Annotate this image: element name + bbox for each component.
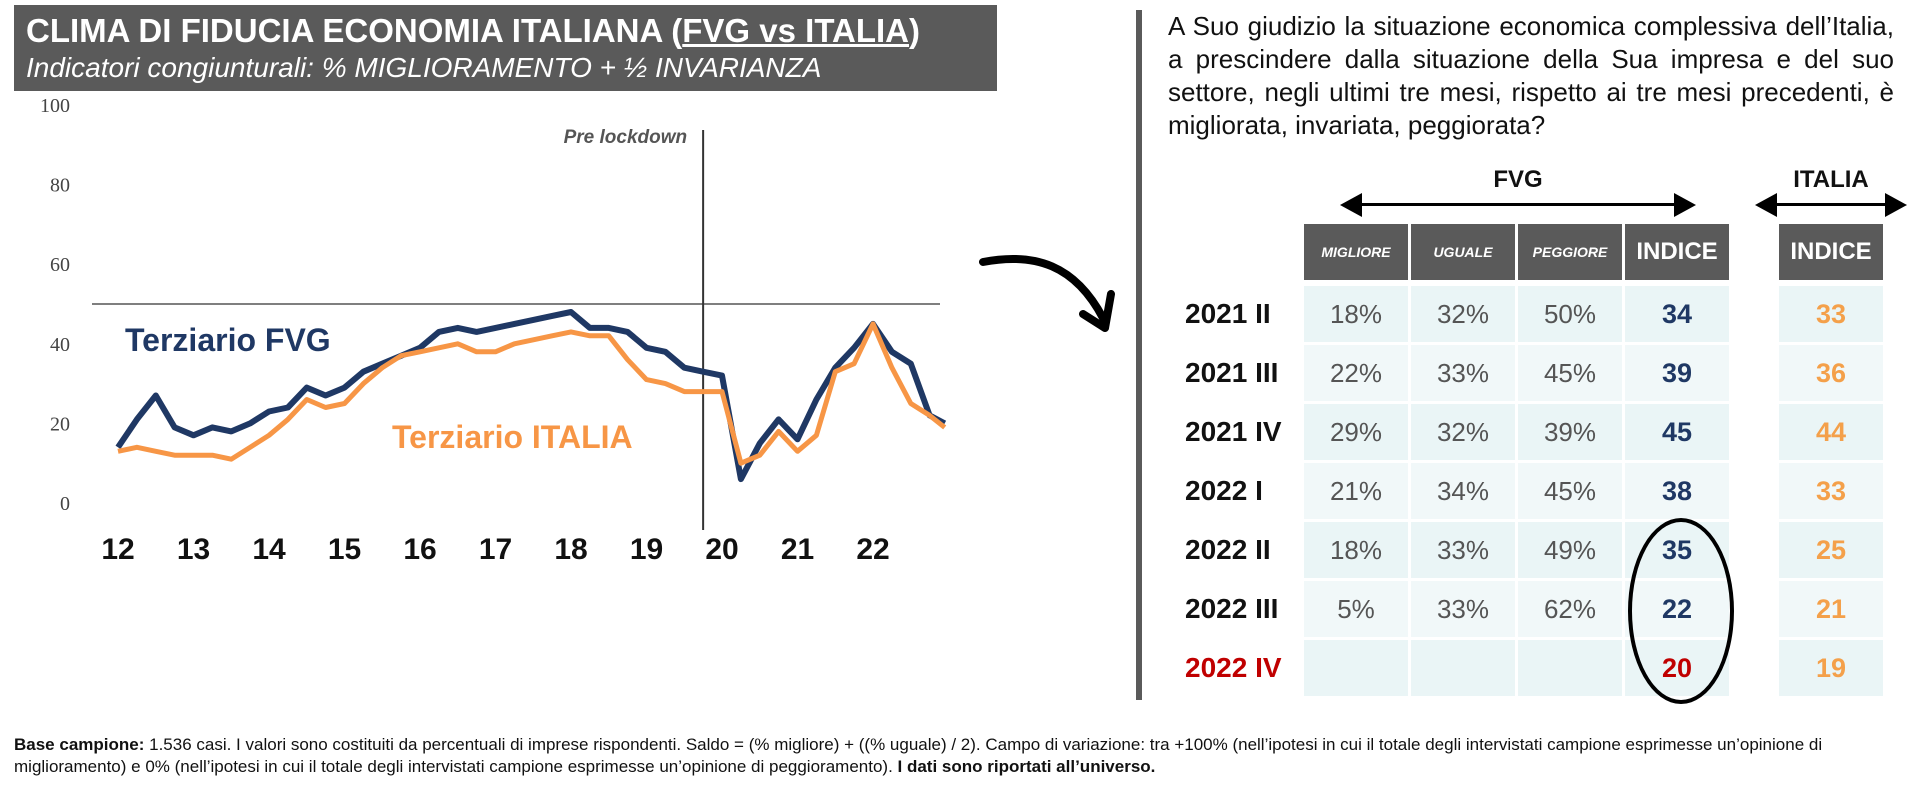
row-label: 2022 IV <box>1185 652 1282 683</box>
curved-arrow-shaft <box>979 254 1107 322</box>
cell-uguale <box>1411 640 1515 696</box>
cell-migliore: 18% <box>1304 286 1408 342</box>
row-label: 2021 IV <box>1185 416 1282 447</box>
x-tick-label: 21 <box>781 533 814 566</box>
y-tick-label: 100 <box>40 95 70 117</box>
vertical-divider <box>1136 10 1142 700</box>
x-tick-label: 15 <box>328 533 361 566</box>
pre-lockdown-annotation: Pre lockdown <box>564 127 688 148</box>
cell-italia: 19 <box>1779 640 1883 696</box>
page-subtitle: Indicatori congiunturali: % MIGLIORAMENT… <box>26 52 822 83</box>
footnote: Base campione: 1.536 casi. I valori sono… <box>14 734 1909 778</box>
col-header-indice: INDICE <box>1625 224 1729 280</box>
x-tick-label: 20 <box>705 533 738 566</box>
x-tick-label: 12 <box>101 533 134 566</box>
curved-arrow-head <box>1079 290 1115 332</box>
cell-migliore: 29% <box>1304 404 1408 460</box>
highlight-ellipse <box>1628 518 1734 704</box>
page-title: CLIMA DI FIDUCIA ECONOMIA ITALIANA (FVG … <box>26 12 921 49</box>
cell-peggiore: 62% <box>1518 581 1622 637</box>
cell-italia: 33 <box>1779 463 1883 519</box>
x-tick-label: 22 <box>856 533 889 566</box>
y-tick-label: 40 <box>50 334 70 356</box>
cell-indice: 39 <box>1625 345 1729 401</box>
col-header-peggiore: PEGGIORE <box>1518 224 1622 280</box>
series-line-italia <box>117 321 947 466</box>
y-axis-ticks: 100 80 60 40 20 0 <box>40 95 70 515</box>
curved-arrow <box>979 254 1115 332</box>
x-tick-label: 17 <box>479 533 512 566</box>
series-label-fvg: Terziario FVG <box>125 322 331 358</box>
cell-peggiore: 45% <box>1518 463 1622 519</box>
cell-migliore: 22% <box>1304 345 1408 401</box>
x-tick-label: 18 <box>554 533 587 566</box>
cell-uguale: 32% <box>1411 404 1515 460</box>
cell-peggiore: 39% <box>1518 404 1622 460</box>
row-label: 2021 II <box>1185 298 1271 329</box>
footnote-label: Base campione: <box>14 735 145 754</box>
cell-uguale: 34% <box>1411 463 1515 519</box>
cell-migliore: 21% <box>1304 463 1408 519</box>
cell-uguale: 33% <box>1411 522 1515 578</box>
footnote-bold-end: I dati sono riportati all’universo. <box>897 757 1156 776</box>
cell-italia: 36 <box>1779 345 1883 401</box>
cell-italia: 33 <box>1779 286 1883 342</box>
x-tick-label: 14 <box>252 533 286 566</box>
col-header-uguale: UGUALE <box>1411 224 1515 280</box>
cell-migliore <box>1304 640 1408 696</box>
x-axis-ticks: 12 13 14 15 16 17 18 19 20 21 22 <box>101 533 889 566</box>
x-tick-label: 16 <box>403 533 436 566</box>
group-label-italia: ITALIA <box>1793 166 1869 193</box>
y-tick-label: 0 <box>60 493 70 515</box>
cell-indice: 45 <box>1625 404 1729 460</box>
series-line-fvg <box>115 309 947 483</box>
group-label-fvg: FVG <box>1493 166 1543 193</box>
cell-peggiore <box>1518 640 1622 696</box>
cell-migliore: 5% <box>1304 581 1408 637</box>
cell-italia: 44 <box>1779 404 1883 460</box>
col-header-migliore: MIGLIORE <box>1304 224 1408 280</box>
x-tick-label: 13 <box>177 533 210 566</box>
fvg-double-arrow <box>1340 193 1696 217</box>
y-tick-label: 20 <box>50 413 70 435</box>
series-label-italia: Terziario ITALIA <box>392 419 633 455</box>
line-chart: 100 80 60 40 20 0 12 13 14 15 16 17 18 19 20 21 22 Pre … <box>40 95 947 566</box>
y-tick-label: 80 <box>50 175 70 197</box>
row-label: 2022 I <box>1185 475 1263 506</box>
cell-uguale: 33% <box>1411 581 1515 637</box>
cell-uguale: 33% <box>1411 345 1515 401</box>
footnote-text: 1.536 casi. I valori sono costituiti da … <box>14 735 1823 776</box>
cell-uguale: 32% <box>1411 286 1515 342</box>
col-header-indice-italia: INDICE <box>1779 224 1883 280</box>
cell-italia: 25 <box>1779 522 1883 578</box>
cell-italia: 21 <box>1779 581 1883 637</box>
cell-indice: 38 <box>1625 463 1729 519</box>
row-label: 2022 III <box>1185 593 1279 624</box>
cell-peggiore: 45% <box>1518 345 1622 401</box>
x-tick-label: 19 <box>630 533 663 566</box>
row-label: 2022 II <box>1185 534 1271 565</box>
row-label: 2021 III <box>1185 357 1279 388</box>
cell-indice: 34 <box>1625 286 1729 342</box>
cell-peggiore: 49% <box>1518 522 1622 578</box>
title-box: CLIMA DI FIDUCIA ECONOMIA ITALIANA (FVG … <box>14 5 997 91</box>
cell-migliore: 18% <box>1304 522 1408 578</box>
italia-double-arrow <box>1755 193 1907 217</box>
survey-question: A Suo giudizio la situazione economica c… <box>1168 11 1894 140</box>
y-tick-label: 60 <box>50 254 70 276</box>
cell-peggiore: 50% <box>1518 286 1622 342</box>
